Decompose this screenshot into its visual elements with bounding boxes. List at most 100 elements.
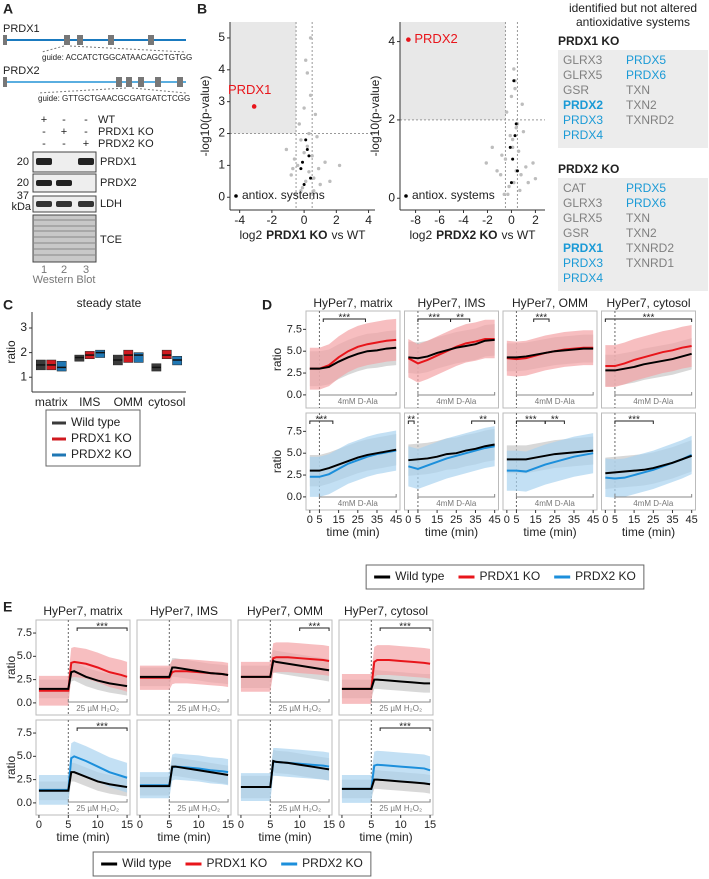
x-tick-label: 4 xyxy=(365,213,372,227)
list-item: GLRX5 xyxy=(563,68,603,82)
treatment-bracket xyxy=(67,699,128,703)
x-tick-label: -4 xyxy=(234,213,245,227)
data-point xyxy=(284,147,289,152)
exon xyxy=(64,35,70,45)
list-box xyxy=(558,178,708,291)
data-point xyxy=(512,67,516,71)
mean-line xyxy=(240,759,330,789)
data-point xyxy=(521,129,526,134)
antioxidant-point xyxy=(304,138,308,142)
spread-band xyxy=(309,318,397,390)
x-tick-label: 5 xyxy=(166,819,172,831)
list-item: TXN2 xyxy=(626,98,657,112)
x-tick-label: 0 xyxy=(137,819,143,831)
panel-title: HyPer7, OMM xyxy=(512,296,588,310)
y-tick-label: 3 xyxy=(20,320,27,334)
x-tick-label: -4 xyxy=(458,213,469,227)
significance-label: *** xyxy=(428,313,440,324)
data-point xyxy=(337,163,342,168)
y-tick-label: 2 xyxy=(388,112,395,126)
significance-label: ** xyxy=(479,415,487,426)
list-title: PRDX2 KO xyxy=(558,162,619,176)
mean-line xyxy=(408,445,495,470)
x-axis-label: time (min) xyxy=(258,830,311,844)
data-point xyxy=(307,170,311,174)
significance-label: *** xyxy=(96,622,108,633)
y-axis-label: ratio xyxy=(4,656,18,680)
data-point xyxy=(531,161,535,165)
box xyxy=(123,349,134,363)
y-axis-label: ratio xyxy=(4,756,18,780)
blot-label: PRDX2 xyxy=(100,177,137,189)
legend-marker xyxy=(234,194,238,198)
legend-marker xyxy=(404,194,408,198)
guide-link xyxy=(69,45,187,53)
size-unit: kDa xyxy=(11,201,31,213)
data-point xyxy=(308,36,313,40)
treatment-bracket xyxy=(269,799,330,803)
x-tick-label: 35 xyxy=(568,514,580,526)
x-axis-label-part: log2 xyxy=(409,228,432,242)
y-tick-label: 2.5 xyxy=(17,774,32,786)
mean-line xyxy=(506,452,594,473)
list-item: GLRX3 xyxy=(563,196,603,210)
y-tick-label: 0.0 xyxy=(17,797,32,809)
significance-label: *** xyxy=(399,722,411,733)
data-point xyxy=(310,154,314,158)
y-tick-label: 0 xyxy=(388,190,395,204)
data-point xyxy=(299,189,303,193)
spread-band xyxy=(506,330,594,377)
guide-link xyxy=(41,45,65,53)
y-axis-label: ratio xyxy=(270,348,284,372)
exon xyxy=(77,35,83,45)
x-tick-label: 35 xyxy=(371,514,383,526)
genotype-sign: - xyxy=(62,114,66,126)
data-point xyxy=(502,192,506,197)
box xyxy=(56,360,67,372)
data-point xyxy=(513,86,517,91)
panel-label: A xyxy=(3,1,13,17)
significance-bracket xyxy=(322,318,366,322)
x-tick-label: 35 xyxy=(469,514,481,526)
x-tick-label: 0 xyxy=(36,819,42,831)
x-tick-label: 25 xyxy=(647,514,659,526)
list-item: PRDX3 xyxy=(563,256,603,270)
significance-label: *** xyxy=(536,313,548,324)
size-marker: 20 xyxy=(17,177,29,189)
data-point xyxy=(503,157,508,161)
mean-line xyxy=(309,346,397,370)
significance-label: *** xyxy=(399,622,411,633)
y-tick-label: 2 xyxy=(218,126,225,140)
treatment-label: 25 µM H₂O₂ xyxy=(177,704,220,713)
genotype-sign: - xyxy=(42,126,46,138)
exon xyxy=(126,77,132,87)
antioxidant-point xyxy=(514,122,518,126)
list-item: CAT xyxy=(563,181,587,195)
x-tick-label: 0 xyxy=(238,819,244,831)
significance-bracket xyxy=(309,420,334,424)
significance-label: ** xyxy=(551,415,559,426)
treatment-label: 4mM D-Ala xyxy=(633,499,674,508)
data-point xyxy=(297,122,301,126)
data-point xyxy=(512,180,516,185)
significance-bracket xyxy=(299,627,330,631)
panel-label: E xyxy=(3,599,12,615)
blot-label: LDH xyxy=(100,198,122,210)
blot-strip xyxy=(32,151,97,173)
x-axis-label: log2 PRDX2 KO vs WT xyxy=(409,228,536,242)
x-tick-label: 0 xyxy=(405,514,411,526)
x-axis-label: time (min) xyxy=(326,525,379,539)
legend-label: PRDX2 KO xyxy=(302,856,363,870)
y-tick-label: 0.0 xyxy=(287,389,302,401)
x-tick-label: 0 xyxy=(339,819,345,831)
mean-line xyxy=(605,352,692,372)
x-tick-label: 5 xyxy=(65,819,71,831)
data-point xyxy=(289,173,293,177)
y-tick-label: 4 xyxy=(218,62,225,76)
x-tick-label: 5 xyxy=(267,819,273,831)
significance-region xyxy=(230,22,297,134)
significance-label: *** xyxy=(316,415,328,426)
data-point xyxy=(318,182,322,187)
data-point xyxy=(507,184,511,189)
